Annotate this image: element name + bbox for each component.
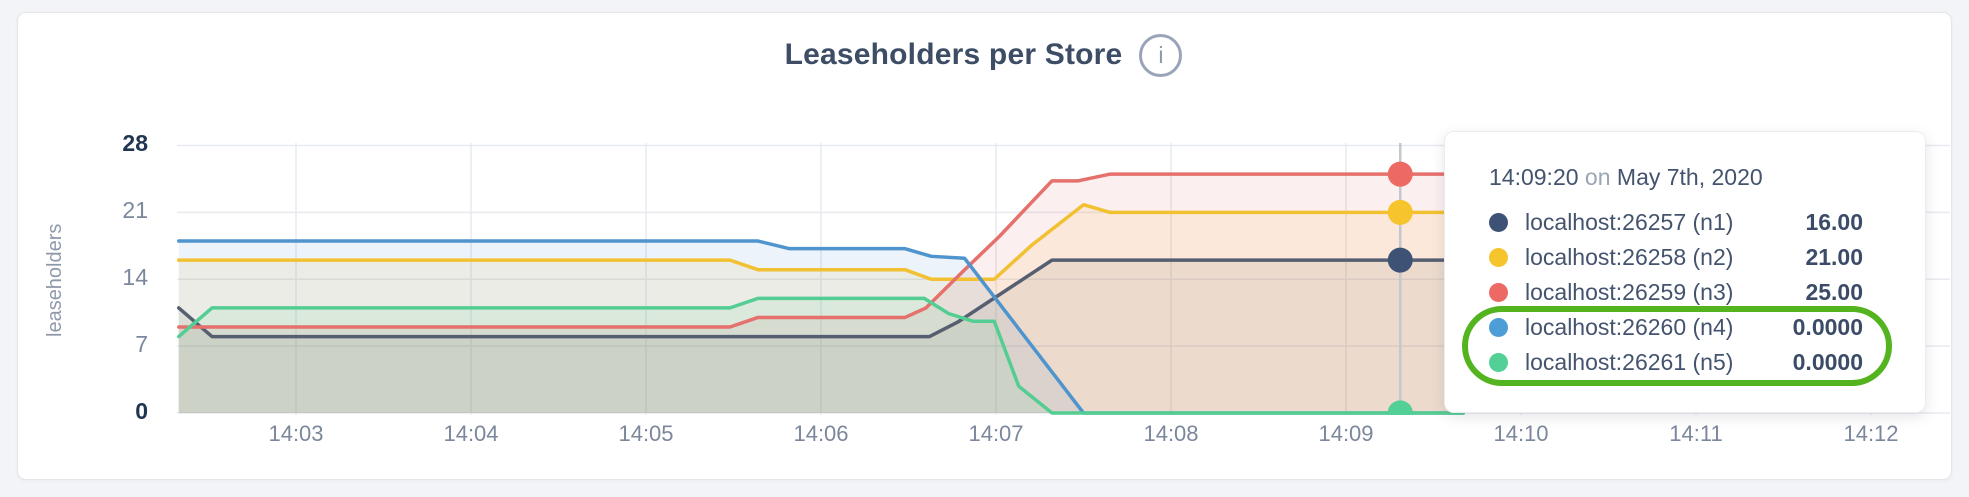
x-tick-label: 14:04 <box>443 421 499 446</box>
y-tick-label: 0 <box>135 398 148 424</box>
y-tick-label: 7 <box>135 331 148 358</box>
hover-value-dot <box>1387 400 1413 415</box>
tooltip-series-label: localhost:26259 (n3) <box>1525 279 1734 305</box>
series-color-dot <box>1489 283 1508 302</box>
tooltip-conjunction: on <box>1584 164 1611 190</box>
tooltip-series-label: localhost:26261 (n5) <box>1525 349 1734 375</box>
tooltip-series-value: 0.0000 <box>1792 314 1863 340</box>
chart-header: Leaseholders per Store i <box>17 32 1950 78</box>
x-tick-label: 14:12 <box>1843 421 1899 446</box>
y-tick-label: 21 <box>122 197 148 224</box>
tooltip-row: localhost:26257 (n1) 16.00 <box>1489 205 1863 240</box>
chart-plot-area[interactable] <box>177 143 1950 415</box>
y-axis-label: leaseholders <box>44 223 66 337</box>
tooltip-series-label: localhost:26258 (n2) <box>1525 244 1734 270</box>
tooltip-series-value: 25.00 <box>1805 279 1863 305</box>
x-tick-label: 14:08 <box>1143 421 1199 446</box>
series-area <box>178 204 1464 413</box>
tooltip-timestamp: 14:09:20 on May 7th, 2020 <box>1489 164 1863 191</box>
tooltip-date: May 7th, 2020 <box>1616 164 1763 190</box>
tooltip-series-value: 0.0000 <box>1792 349 1863 375</box>
tooltip-row: localhost:26258 (n2) 21.00 <box>1489 240 1863 275</box>
tooltip-row: localhost:26260 (n4) 0.0000 <box>1489 310 1863 345</box>
series-line <box>177 258 1465 339</box>
series-line <box>177 202 1465 281</box>
series-color-dot <box>1489 248 1508 267</box>
hover-value-dot <box>1387 161 1413 187</box>
series-area <box>178 241 1464 413</box>
series-color-dot <box>1489 318 1508 337</box>
hover-tooltip: 14:09:20 on May 7th, 2020 localhost:2625… <box>1444 131 1926 413</box>
tooltip-series-label: localhost:26260 (n4) <box>1525 314 1734 340</box>
series-color-dot <box>1489 213 1508 232</box>
x-tick-label: 14:05 <box>618 421 674 446</box>
info-icon[interactable]: i <box>1139 33 1183 77</box>
tooltip-series-label: localhost:26257 (n1) <box>1525 209 1734 235</box>
tooltip-row: localhost:26261 (n5) 0.0000 <box>1489 345 1863 380</box>
tooltip-row: localhost:26259 (n3) 25.00 <box>1489 275 1863 310</box>
tooltip-series-value: 21.00 <box>1805 244 1863 270</box>
tooltip-rows: localhost:26257 (n1) 16.00 localhost:26258… <box>1489 205 1863 380</box>
series-color-dot <box>1489 353 1508 372</box>
hover-value-dot <box>1387 247 1413 273</box>
tooltip-series-value: 16.00 <box>1805 209 1863 235</box>
y-tick-label: 14 <box>122 264 148 291</box>
x-tick-label: 14:03 <box>268 421 324 446</box>
series-area <box>178 174 1464 413</box>
x-tick-label: 14:09 <box>1318 421 1374 446</box>
hover-value-dot <box>1387 199 1413 225</box>
series-line <box>177 239 1465 415</box>
tooltip-time: 14:09:20 <box>1489 164 1579 190</box>
page-title: Leaseholders per Store <box>784 38 1123 71</box>
series-line <box>177 296 1465 415</box>
x-tick-label: 14:06 <box>793 421 849 446</box>
x-tick-label: 14:07 <box>968 421 1024 446</box>
series-line <box>177 172 1465 329</box>
x-tick-label: 14:11 <box>1669 421 1723 446</box>
y-tick-label: 28 <box>122 130 148 157</box>
x-tick-label: 14:10 <box>1493 421 1549 446</box>
